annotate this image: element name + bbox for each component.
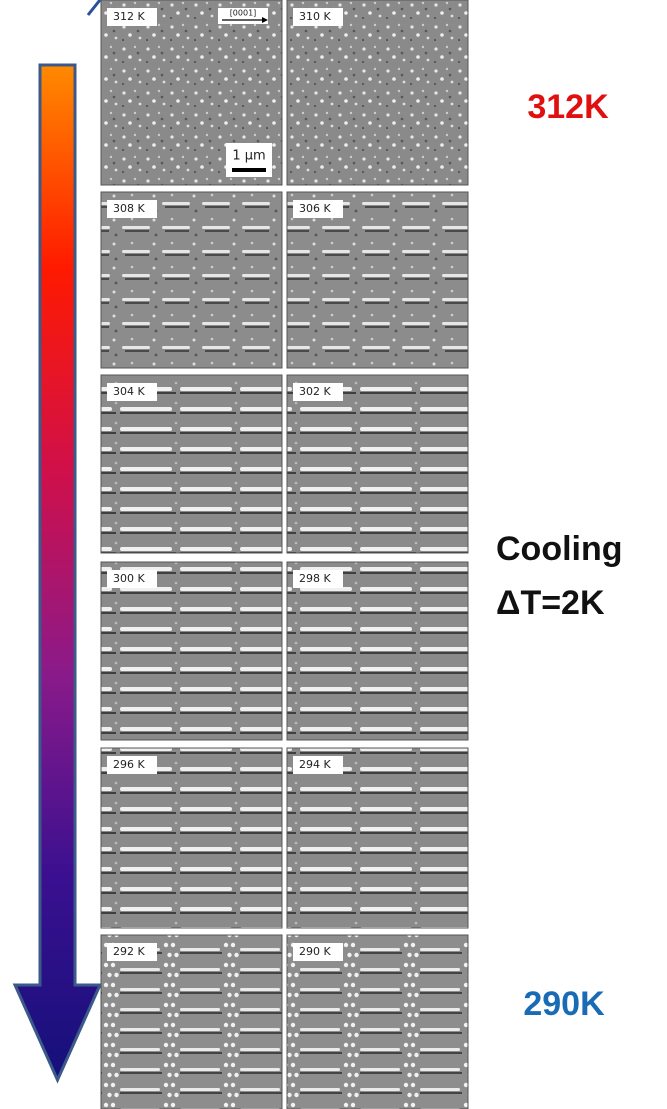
micrograph [286,374,469,554]
bottom-temp: 290K [523,985,605,1023]
cooling-arrow [12,63,103,1084]
label-box [293,8,343,26]
label-box [293,383,343,401]
micrograph [286,561,469,741]
panel-grid: 312 K 310 K 308 K 306 K 304 K 302 K 300 K 298 K… [100,0,469,1109]
label-box [293,943,343,961]
panel-label: 312 K [113,10,145,23]
label-box [107,383,157,401]
top-temp: 312K [527,88,609,126]
micrograph [100,747,283,929]
panel-label: 304 K [113,385,145,398]
direction-head [262,17,268,23]
label-box [293,570,343,588]
label-box [107,200,157,218]
panel-label: 300 K [113,572,145,585]
micrograph [286,191,469,369]
panel-label: 308 K [113,202,145,215]
scale-label: 1 μm [232,149,265,164]
panel-label: 302 K [299,385,331,398]
micrograph [286,934,469,1109]
panel-label: 298 K [299,572,331,585]
scale-bar [232,168,266,172]
micrograph [100,191,283,369]
label-box [107,943,157,961]
label-box [107,570,157,588]
step-label: ΔT=2K [496,584,605,622]
label-box [293,200,343,218]
panel-label: 294 K [299,758,331,771]
panel-label: 296 K [113,758,145,771]
label-box [293,756,343,774]
micrograph [100,934,283,1109]
label-box [107,756,157,774]
panel-label: 306 K [299,202,331,215]
corner-mark [86,0,102,16]
micrograph [100,374,283,554]
micrograph [286,0,469,186]
label-box [107,8,157,26]
panel-label: 310 K [299,10,331,23]
panel-label: 290 K [299,945,331,958]
panel-label: 292 K [113,945,145,958]
direction-label: [0001] [230,9,257,18]
cooling-label: Cooling [496,530,623,568]
micrograph [100,561,283,741]
micrograph [286,747,469,929]
